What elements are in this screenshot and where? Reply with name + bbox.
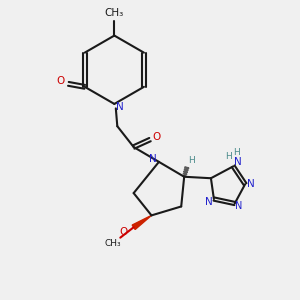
Polygon shape	[184, 171, 188, 173]
Text: H: H	[225, 152, 232, 161]
Text: CH₃: CH₃	[105, 8, 124, 18]
Polygon shape	[185, 167, 189, 169]
Polygon shape	[184, 169, 188, 171]
Text: N: N	[247, 179, 254, 189]
Text: O: O	[119, 227, 128, 237]
Text: H: H	[233, 148, 240, 157]
Text: CH₃: CH₃	[104, 239, 121, 248]
Polygon shape	[182, 175, 187, 177]
Text: N: N	[234, 157, 242, 167]
Polygon shape	[132, 215, 152, 230]
Text: O: O	[152, 132, 161, 142]
Text: N: N	[116, 102, 124, 112]
Text: N: N	[236, 202, 243, 212]
Text: H: H	[188, 157, 195, 166]
Text: N: N	[205, 197, 212, 207]
Polygon shape	[183, 173, 187, 175]
Text: N: N	[149, 154, 157, 164]
Text: O: O	[57, 76, 65, 86]
